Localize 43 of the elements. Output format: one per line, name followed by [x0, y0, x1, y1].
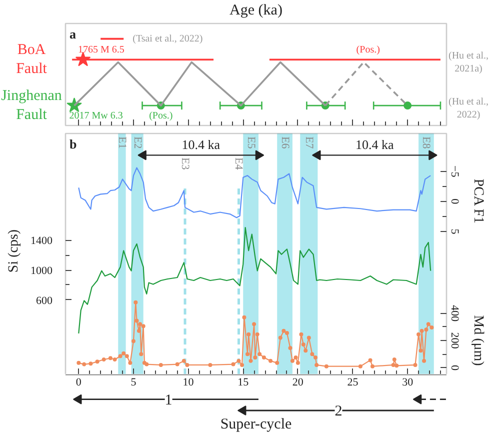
y2-tick-label: 5 [448, 228, 460, 235]
series-label: BoA Fault [16, 42, 48, 78]
band-label: E8 [420, 136, 432, 150]
x-tick-label: 20 [292, 376, 304, 388]
chart-title: b [70, 136, 77, 152]
x-tick-label: 5 [130, 376, 137, 388]
x-tick-label: 30 [402, 376, 414, 388]
ref-line-label: E4 [232, 158, 245, 170]
x-tick-label: 0 [76, 376, 82, 388]
series-label: 10.4 ka [356, 137, 394, 152]
series-label: 10.4 ka [182, 137, 220, 152]
ref-line-label: E3 [179, 158, 192, 170]
band-label: E2 [131, 136, 144, 149]
text: Jinghenan Fault [1, 88, 62, 124]
annotation: (Pos.) [356, 44, 380, 56]
y3-tick-label: 0 [448, 364, 460, 371]
y2-tick-label: 0 [448, 198, 460, 205]
x-tick-label: 15 [238, 376, 250, 388]
band-label: E7 [302, 136, 315, 150]
band-label: E6 [278, 136, 291, 150]
y3-tick-label: 200 [448, 332, 460, 350]
band-label: E1 [116, 136, 128, 149]
y3-axis-title: Md (μm) [470, 315, 486, 366]
line-series [78, 226, 432, 334]
chart-title: a [70, 26, 76, 42]
annotation: 1765 M 6.5 [78, 44, 124, 56]
annotation: (Tsai et al., 2022) [132, 33, 203, 44]
band-label: E5 [244, 136, 257, 150]
x-axis-title: Super-cycle [220, 416, 292, 432]
text: (Hu et al., 2022) [448, 96, 489, 121]
annotation: 2017 Mw 6.3 [69, 110, 123, 122]
y3-tick-label: 400 [448, 304, 460, 322]
y2-tick-label: −5 [448, 166, 460, 178]
y-tick-label: 1000 [30, 265, 53, 278]
annotation: (Pos.) [149, 110, 173, 122]
x-tick-label: 10 [182, 376, 194, 388]
text: (Hu et al., 2021a) [448, 50, 489, 75]
x-tick-label: 25 [347, 376, 359, 388]
y-tick-label: 600 [36, 294, 53, 307]
y2-axis-title: PCA F1 [470, 178, 486, 224]
y-axis-title: Si (cps) [6, 229, 22, 273]
x-axis-title: Age (ka) [230, 2, 282, 18]
y-tick-label: 1400 [30, 235, 53, 248]
